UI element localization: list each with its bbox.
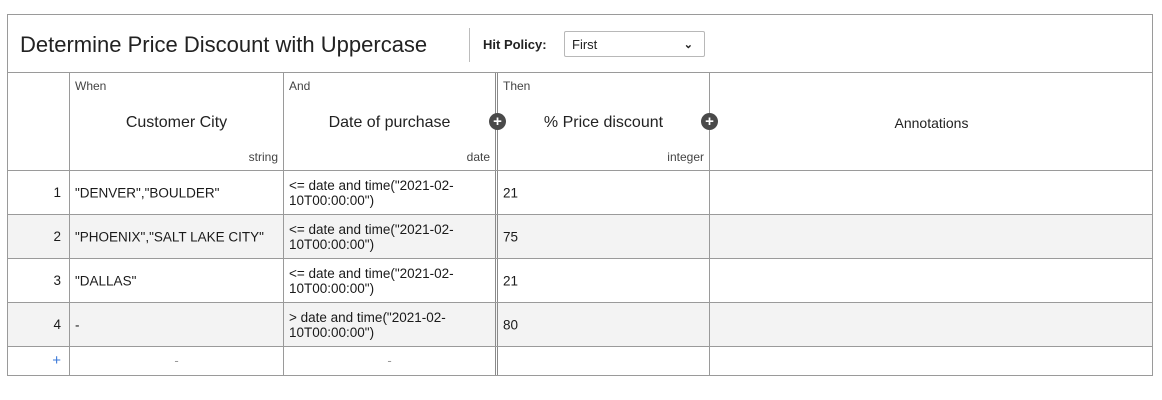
column-kind-label: When xyxy=(75,79,107,93)
column-kind-label: And xyxy=(289,79,311,93)
cell-value: "DALLAS" xyxy=(75,273,137,288)
annotations-column-header[interactable]: Annotations xyxy=(710,73,1153,170)
discount-cell[interactable]: 21 xyxy=(498,259,710,302)
annotation-cell[interactable] xyxy=(710,259,1153,302)
chevron-down-icon: ⌄ xyxy=(683,39,693,51)
rule-number-cell[interactable]: 4 xyxy=(8,303,70,346)
discount-cell[interactable]: 21 xyxy=(498,171,710,214)
annotation-cell[interactable] xyxy=(710,171,1153,214)
column-name: Date of purchase xyxy=(328,114,451,131)
cell-value: 80 xyxy=(503,317,519,332)
add-rule-button[interactable]: + xyxy=(8,347,70,375)
output-column-header-discount[interactable]: Then % Price discount integer xyxy=(498,73,710,170)
column-type: integer xyxy=(667,150,704,164)
column-header-row: When Customer City string And Date of pu… xyxy=(8,73,1152,171)
annotation-cell[interactable] xyxy=(710,215,1153,258)
rule-number: 2 xyxy=(53,229,61,244)
cell-value: > date and time("2021-02-10T00:00:00") xyxy=(289,309,446,340)
date-cell[interactable]: > date and time("2021-02-10T00:00:00") xyxy=(284,303,498,346)
rule-row: 1 "DENVER","BOULDER" <= date and time("2… xyxy=(8,171,1152,215)
annotation-cell[interactable] xyxy=(710,303,1153,346)
city-cell[interactable]: - xyxy=(70,303,284,346)
cell-value: 21 xyxy=(503,273,519,288)
add-rule-row: + - - xyxy=(8,347,1152,375)
date-cell[interactable]: <= date and time("2021-02-10T00:00:00") xyxy=(284,215,498,258)
cell-value: - xyxy=(75,317,80,332)
column-type: string xyxy=(248,150,278,164)
rule-number-cell[interactable]: 2 xyxy=(8,215,70,258)
cell-value: "PHOENIX","SALT LAKE CITY" xyxy=(75,229,264,244)
cell-value: 75 xyxy=(503,229,519,244)
input-column-header-date[interactable]: And Date of purchase date xyxy=(284,73,498,170)
column-kind-label: Then xyxy=(503,79,531,93)
column-name: Customer City xyxy=(125,114,228,131)
empty-city-cell[interactable]: - xyxy=(70,347,284,375)
cell-value: <= date and time("2021-02-10T00:00:00") xyxy=(289,221,454,252)
input-column-header-city[interactable]: When Customer City string xyxy=(70,73,284,170)
rule-number-cell[interactable]: 1 xyxy=(8,171,70,214)
hit-policy-select[interactable]: First ⌄ xyxy=(564,31,705,57)
column-name: % Price discount xyxy=(543,114,664,131)
cell-value: <= date and time("2021-02-10T00:00:00") xyxy=(289,265,454,296)
placeholder-dash: - xyxy=(387,353,392,368)
cell-value: "DENVER","BOULDER" xyxy=(75,185,220,200)
column-type: date xyxy=(466,150,490,164)
empty-date-cell[interactable]: - xyxy=(284,347,498,375)
date-cell[interactable]: <= date and time("2021-02-10T00:00:00") xyxy=(284,171,498,214)
rule-row: 3 "DALLAS" <= date and time("2021-02-10T… xyxy=(8,259,1152,303)
table-title[interactable]: Determine Price Discount with Uppercase xyxy=(20,32,428,57)
row-number-header xyxy=(8,73,70,170)
rule-number: 3 xyxy=(53,273,61,288)
table-grid: When Customer City string And Date of pu… xyxy=(8,73,1152,375)
hit-policy-label: Hit Policy: xyxy=(483,37,547,52)
rule-row: 4 - > date and time("2021-02-10T00:00:00… xyxy=(8,303,1152,347)
rule-number: 4 xyxy=(53,317,61,332)
date-cell[interactable]: <= date and time("2021-02-10T00:00:00") xyxy=(284,259,498,302)
discount-cell[interactable]: 75 xyxy=(498,215,710,258)
empty-annotation-cell[interactable] xyxy=(710,347,1153,375)
discount-cell[interactable]: 80 xyxy=(498,303,710,346)
empty-discount-cell[interactable] xyxy=(498,347,710,375)
add-input-column-plus-icon[interactable]: + xyxy=(489,113,506,130)
column-name: Annotations xyxy=(894,115,969,131)
header-divider xyxy=(469,28,470,62)
add-output-column-plus-icon[interactable]: + xyxy=(701,113,718,130)
rule-number-cell[interactable]: 3 xyxy=(8,259,70,302)
placeholder-dash: - xyxy=(174,353,179,368)
rule-number: 1 xyxy=(53,185,61,200)
plus-icon: + xyxy=(52,352,61,369)
city-cell[interactable]: "DALLAS" xyxy=(70,259,284,302)
city-cell[interactable]: "DENVER","BOULDER" xyxy=(70,171,284,214)
rule-row: 2 "PHOENIX","SALT LAKE CITY" <= date and… xyxy=(8,215,1152,259)
cell-value: 21 xyxy=(503,185,519,200)
cell-value: <= date and time("2021-02-10T00:00:00") xyxy=(289,177,454,208)
hit-policy-value: First xyxy=(572,37,598,52)
table-header-bar: Determine Price Discount with Uppercase … xyxy=(8,15,1152,73)
decision-table: Determine Price Discount with Uppercase … xyxy=(7,14,1153,376)
city-cell[interactable]: "PHOENIX","SALT LAKE CITY" xyxy=(70,215,284,258)
